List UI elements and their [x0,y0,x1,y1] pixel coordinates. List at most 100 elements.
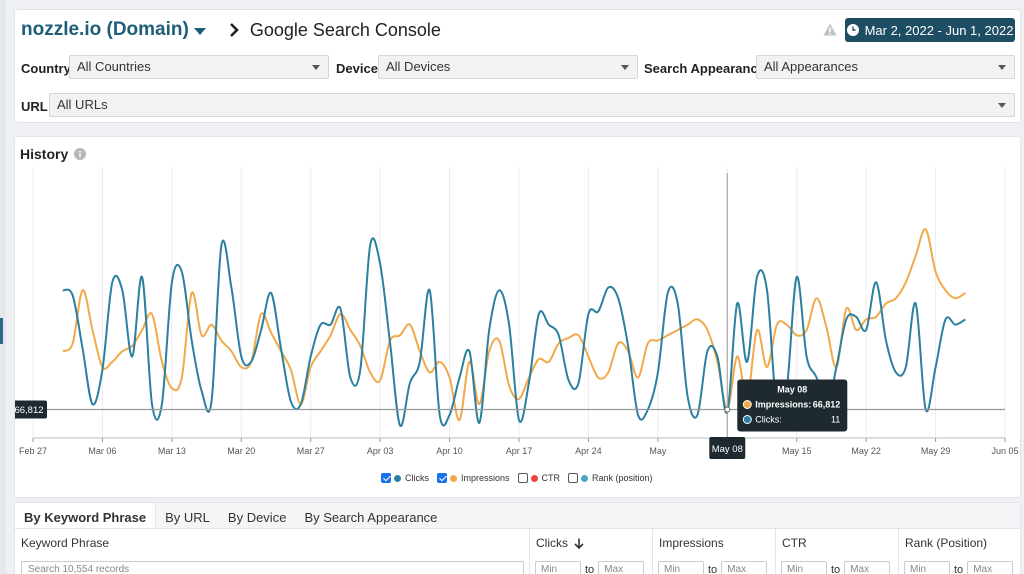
series-line-clicks[interactable] [62,237,966,427]
column-ctr: CTR Min to Max [776,529,899,574]
max-input[interactable]: Max [844,561,891,574]
max-input[interactable]: Max [598,561,645,574]
info-icon[interactable] [74,148,87,160]
x-tick-label: Apr 24 [575,446,602,456]
legend-item-clicks[interactable]: Clicks [381,473,429,483]
crosshair-value: 66,812 [15,405,44,416]
max-placeholder: Max [973,564,993,574]
column-header-keyword-phrase[interactable]: Keyword Phrase [21,536,109,550]
sort-down-arrow-icon[interactable] [574,538,584,549]
crosshair-value-badge [15,400,47,419]
clock-icon [846,24,859,36]
legend-label: Impressions [461,473,510,483]
url-value: All URLs [57,97,108,112]
warning-icon[interactable] [823,23,837,36]
min-input[interactable]: Min [535,561,581,574]
min-input[interactable]: Min [904,561,950,574]
legend-item-impressions[interactable]: Impressions [437,473,510,483]
search-appearance-select[interactable]: All Appearances [756,55,1015,79]
search-placeholder: Search 10,554 records [28,564,130,574]
max-input[interactable]: Max [721,561,768,574]
dropdown-arrow-icon [998,103,1006,108]
domain-selector[interactable]: nozzle.io (Domain) [21,19,189,40]
tab-by-keyword-phrase[interactable]: By Keyword Phrase [15,503,157,528]
x-tick-label: Mar 06 [88,446,116,456]
chevron-right-icon [229,23,239,37]
column-rank: Rank (Position) Min to Max [899,529,1022,574]
tab-by-device[interactable]: By Device [218,503,296,528]
history-title-row: History [20,146,87,162]
column-header-impressions[interactable]: Impressions [659,536,724,550]
x-tick-label: Apr 03 [367,446,394,456]
column-header-rank[interactable]: Rank (Position) [905,536,987,550]
tooltip-value: 11 [831,415,840,425]
legend-item-ctr[interactable]: CTR [517,473,561,483]
device-value: All Devices [386,59,451,74]
x-tick-label: May 22 [851,446,881,456]
keyword-search-input[interactable]: Search 10,554 records [21,561,524,574]
legend-label: Clicks [405,473,429,483]
to-label: to [954,564,964,574]
ctr-range: Min to Max [781,561,891,574]
tooltip-label: Clicks: [755,415,782,425]
x-tick-label: Feb 27 [19,446,47,456]
min-input[interactable]: Min [658,561,704,574]
column-header-ctr[interactable]: CTR [782,536,807,550]
column-header-clicks[interactable]: Clicks [536,536,584,550]
column-label: CTR [782,536,807,550]
max-input[interactable]: Max [967,561,1014,574]
search-appearance-value: All Appearances [764,59,858,74]
legend-checkbox[interactable] [437,473,447,483]
caret-down-icon[interactable] [193,28,206,35]
x-tick-label: Apr 10 [436,446,463,456]
min-placeholder: Min [664,564,681,574]
tooltip-swatch [742,400,752,409]
legend-label: CTR [541,473,561,483]
to-label: to [708,564,718,574]
header-card: nozzle.io (Domain) Google Search Console… [14,9,1021,123]
column-keyword-phrase: Keyword Phrase Search 10,554 records [15,529,530,574]
legend-swatch [530,474,538,482]
x-tick-label: Mar 13 [158,446,186,456]
min-placeholder: Min [541,564,558,574]
legend-checkbox[interactable] [381,473,391,483]
crosshair-date: May 08 [712,444,743,455]
legend-item-rank-position[interactable]: Rank (position) [568,473,653,483]
x-tick-label: Jun 05 [991,446,1018,456]
search-appearance-label: Search Appearance [644,61,765,76]
title-row: nozzle.io (Domain) Google Search Console [21,18,441,42]
legend-swatch [581,474,589,482]
legend-checkbox[interactable] [517,473,528,483]
max-placeholder: Max [850,564,870,574]
url-select[interactable]: All URLs [49,93,1015,117]
table-card: By Keyword Phrase By URL By Device By Se… [14,502,1021,574]
rank-range: Min to Max [904,561,1014,574]
source-title: Google Search Console [249,19,441,40]
x-tick-label: Mar 27 [297,446,325,456]
x-tick-label: Apr 17 [506,446,533,456]
series-line-impressions[interactable] [62,228,966,422]
table-tabs: By Keyword Phrase By URL By Device By Se… [15,503,1020,529]
impressions-range: Min to Max [658,561,768,574]
device-select[interactable]: All Devices [378,55,638,79]
chart-tooltip [737,379,848,432]
tooltip-date: May 08 [777,385,807,395]
x-tick-label: May 29 [921,446,951,456]
column-impressions: Impressions Min to Max [653,529,776,574]
history-card: Feb 27 Mar 06 Mar 13 Mar 20 Mar 27 Apr 03 Apr … [14,136,1021,498]
dropdown-arrow-icon [621,65,629,70]
left-nav-active-marker [0,318,3,344]
country-select[interactable]: All Countries [69,55,329,79]
to-label: to [585,564,595,574]
tab-by-search-appearance[interactable]: By Search Appearance [295,503,447,528]
min-input[interactable]: Min [781,561,827,574]
tab-by-url[interactable]: By URL [156,503,219,528]
country-value: All Countries [77,59,151,74]
tooltip-swatch [742,415,752,424]
tooltip-value: 66,812 [813,400,841,410]
column-label: Clicks [536,536,568,550]
history-chart[interactable]: Feb 27 Mar 06 Mar 13 Mar 20 Mar 27 Apr 03 Apr … [15,137,1022,467]
date-range-button[interactable]: Mar 2, 2022 - Jun 1, 2022 [845,18,1015,42]
max-placeholder: Max [727,564,747,574]
legend-checkbox[interactable] [568,473,579,483]
